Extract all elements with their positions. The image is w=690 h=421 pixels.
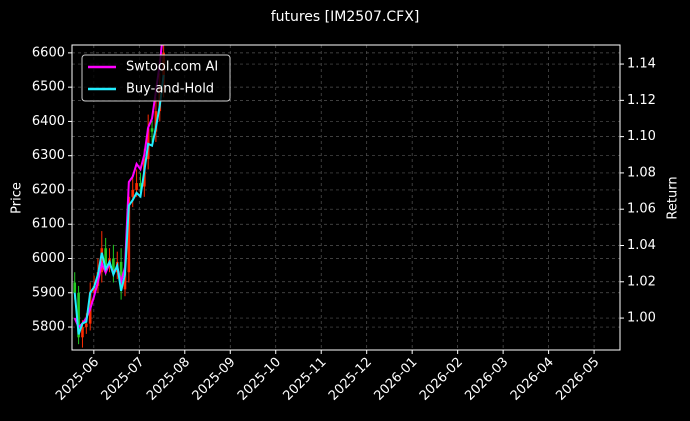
x-tick-label: 2025-07 — [99, 355, 148, 404]
y-tick-label: 6300 — [32, 148, 65, 163]
candle-body — [104, 248, 107, 266]
candle-body — [73, 282, 77, 293]
x-tick-label: 2026-01 — [371, 355, 420, 404]
candle-body — [85, 323, 88, 328]
x-tick-label: 2026-02 — [417, 355, 466, 404]
return-line — [73, 74, 165, 335]
x-tick-label: 2026-03 — [462, 355, 511, 404]
candle-body — [77, 292, 80, 338]
candle-body — [131, 189, 135, 197]
candle-body — [100, 248, 104, 273]
x-tick-label: 2025-12 — [326, 355, 375, 404]
y-tick-label: 6600 — [32, 45, 65, 60]
plot-frame — [71, 44, 621, 351]
y2-tick-label: 1.10 — [627, 129, 656, 144]
candle-body — [154, 111, 158, 132]
y-tick-label: 5900 — [32, 285, 65, 300]
y-tick-label: 5800 — [32, 320, 65, 335]
chart-title: futures [IM2507.CFX] — [271, 9, 420, 25]
y2-tick-label: 1.06 — [627, 202, 656, 217]
y2-tick-label: 1.02 — [627, 274, 656, 289]
y2-tick-label: 1.14 — [627, 57, 656, 72]
y-tick-label: 6100 — [32, 217, 65, 232]
candle-body — [150, 128, 154, 132]
candle-body — [92, 285, 96, 293]
y-axis-label: Price — [10, 182, 25, 214]
candle-body — [127, 196, 131, 273]
legend-box — [81, 54, 231, 102]
candle-body — [139, 183, 142, 187]
y-tick-label: 6400 — [32, 114, 65, 129]
y2-tick-label: 1.04 — [627, 238, 656, 253]
x-tick-label: 2025-09 — [190, 355, 239, 404]
x-tick-label: 2026-05 — [553, 355, 602, 404]
x-tick-label: 2025-10 — [235, 355, 284, 404]
candle-body — [119, 261, 123, 290]
x-tick-label: 2025-06 — [53, 355, 102, 404]
candle-body — [81, 327, 84, 338]
candle-body — [123, 272, 127, 290]
y2-tick-label: 1.12 — [627, 93, 656, 108]
y-tick-label: 6000 — [32, 251, 65, 266]
legend-label: Buy-and-Hold — [126, 82, 214, 97]
y2-axis-label: Return — [666, 176, 681, 219]
y2-tick-label: 1.00 — [627, 311, 656, 326]
x-tick-label: 2025-11 — [280, 355, 329, 404]
x-tick-label: 2026-04 — [508, 355, 557, 404]
legend-label: Swtool.com AI — [126, 60, 218, 75]
y2-tick-label: 1.08 — [627, 165, 656, 180]
y-tick-label: 6500 — [32, 80, 65, 95]
candle-body — [135, 183, 138, 190]
y-tick-label: 6200 — [32, 182, 65, 197]
candle-body — [112, 258, 115, 273]
x-tick-label: 2025-08 — [144, 355, 193, 404]
